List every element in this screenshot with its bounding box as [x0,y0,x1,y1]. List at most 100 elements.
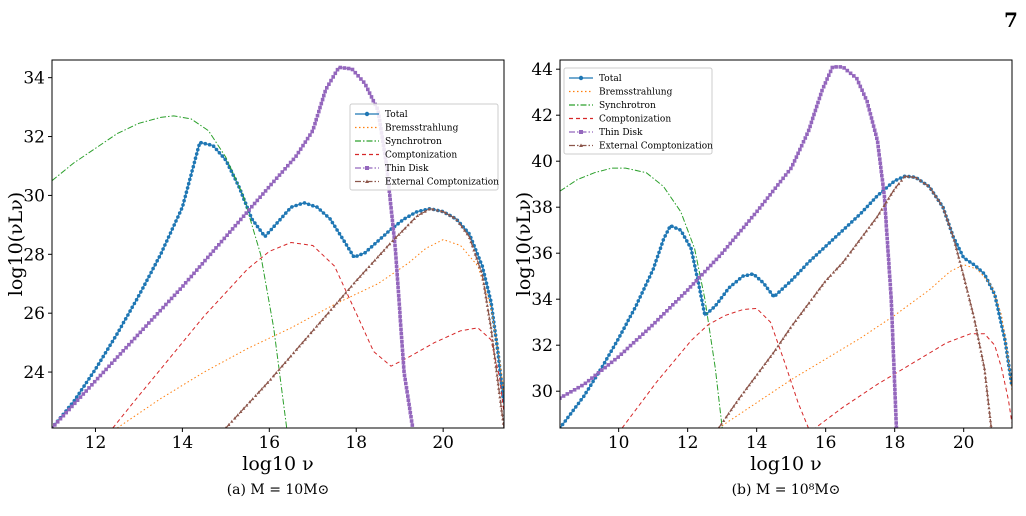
marker-total [591,379,595,384]
marker-ext [980,354,984,357]
marker-disk [887,274,892,278]
legend-label-ext: External Comptonization [385,178,499,188]
marker-disk [399,335,404,340]
marker-ext [230,419,234,423]
marker-ext [257,390,261,394]
marker-total [602,360,607,365]
marker-ext [734,400,738,404]
marker-ext [963,281,967,284]
marker-ext [435,208,439,212]
marker-total [657,250,661,255]
marker-total [652,263,657,267]
y-axis-label: log10(νLν) [5,192,27,296]
marker-total [768,290,772,294]
marker-total [674,226,678,230]
marker-ext [385,245,389,249]
marker-total [862,207,867,212]
marker-total [108,343,112,348]
marker-disk [725,245,730,249]
x-tick-label: 18 [345,433,367,453]
marker-total [824,244,828,248]
marker-disk [219,239,224,244]
marker-total [658,246,663,250]
marker-total [560,422,565,427]
marker-disk [395,268,399,273]
marker-disk [230,227,235,231]
marker-total [647,275,652,279]
marker-disk [247,208,251,212]
marker-disk [600,368,604,372]
marker-total [999,320,1003,325]
marker-disk [878,161,883,165]
marker-disk [371,98,376,103]
marker-total [898,176,903,180]
marker-disk [404,386,409,390]
marker-total [355,254,359,258]
marker-disk [884,224,889,228]
marker-total [482,272,487,277]
marker-ext [427,207,431,211]
marker-ext [487,312,491,316]
marker-ext [737,397,741,401]
marker-ext [300,341,304,345]
marker-disk [671,303,675,307]
marker-disk [868,112,873,116]
marker-disk [736,232,741,236]
marker-ext [501,417,504,421]
marker-ext [966,293,971,297]
marker-disk [723,248,727,252]
marker-total [207,142,212,147]
marker-disk [277,173,282,177]
marker-disk [183,281,188,285]
legend-box [349,103,499,191]
marker-total [139,290,143,294]
marker-ext [859,236,863,240]
marker-disk [272,179,276,184]
marker-ext [245,403,249,407]
marker-ext [465,232,469,236]
marker-disk [283,167,287,171]
series-line-compt [112,241,504,428]
marker-disk [879,165,883,170]
marker-disk [164,302,168,307]
marker-total [123,317,128,321]
marker-ext [447,213,452,217]
marker-disk [884,215,888,220]
marker-ext [964,285,968,289]
marker-disk [394,256,398,260]
marker-disk [810,116,815,121]
marker-total [661,238,666,242]
marker-disk [294,154,298,158]
marker-disk [842,66,846,70]
marker-total [272,224,277,228]
marker-ext [409,220,413,224]
marker-ext [984,380,988,383]
marker-ext [978,345,982,349]
marker-total [693,268,698,272]
marker-disk [346,66,351,71]
marker-ext [492,347,496,351]
marker-disk [404,381,408,386]
marker-ext [918,178,922,182]
marker-disk [817,96,822,101]
marker-disk [138,330,143,335]
marker-ext [984,384,989,388]
marker-ext [875,215,879,219]
legend-label-ext: External Comptonization [599,142,713,152]
marker-disk [280,170,285,174]
series-sync [52,115,288,428]
marker-disk [809,120,814,125]
marker-disk [865,99,869,104]
marker-ext [501,421,504,425]
marker-disk [208,252,213,257]
marker-ext [488,321,492,325]
marker-total [275,221,279,225]
marker-disk [233,223,238,228]
marker-ext [498,395,502,399]
marker-disk [876,148,881,153]
marker-disk [396,281,400,285]
marker-disk [200,262,205,266]
marker-total [887,183,892,187]
marker-disk [211,249,216,253]
marker-ext [915,176,919,180]
